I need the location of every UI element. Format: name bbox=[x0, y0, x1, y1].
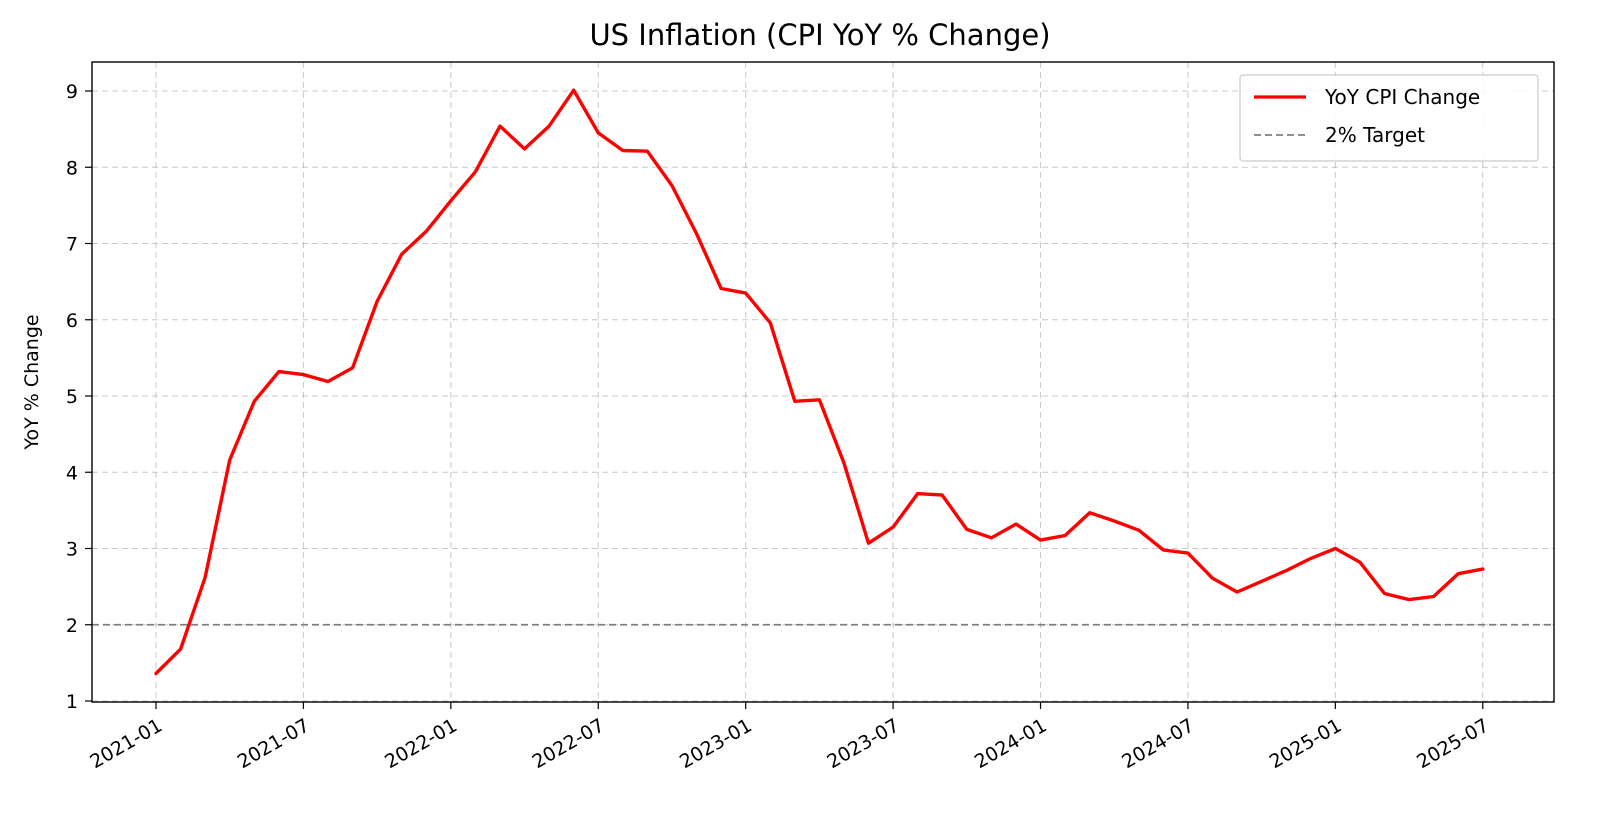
x-tick-label: 2025-01 bbox=[1266, 714, 1346, 773]
y-tick-label: 9 bbox=[66, 81, 78, 103]
legend-label-target: 2% Target bbox=[1325, 123, 1425, 147]
y-tick-label: 1 bbox=[66, 691, 78, 713]
y-axis-label: YoY % Change bbox=[21, 314, 43, 450]
y-tick-label: 6 bbox=[66, 310, 78, 332]
y-tick-label: 5 bbox=[66, 386, 78, 408]
y-tick-label: 8 bbox=[66, 157, 78, 179]
series-layer bbox=[154, 88, 1485, 676]
legend-label-yoy: YoY CPI Change bbox=[1324, 85, 1480, 109]
y-tick-label: 4 bbox=[66, 462, 78, 484]
x-tick-label: 2023-01 bbox=[676, 714, 756, 773]
x-axis: 2021-01 2021-07 2022-01 2022-07 2023-01 2023-… bbox=[86, 702, 1493, 773]
legend-box bbox=[1239, 74, 1539, 162]
y-axis: 1 2 3 4 5 6 7 8 9 bbox=[66, 81, 92, 713]
x-tick-label: 2021-07 bbox=[234, 714, 314, 773]
plot-frame bbox=[91, 61, 1555, 703]
x-tick-label: 2022-07 bbox=[529, 714, 609, 773]
x-tick-label: 2025-07 bbox=[1413, 714, 1493, 773]
y-tick-label: 3 bbox=[66, 539, 78, 561]
x-tick-label: 2021-01 bbox=[86, 714, 166, 773]
x-tick-label: 2024-07 bbox=[1118, 714, 1198, 773]
series-line-yoy bbox=[154, 88, 1485, 676]
x-tick-label: 2024-01 bbox=[971, 714, 1051, 773]
chart-title: US Inflation (CPI YoY % Change) bbox=[589, 18, 1050, 52]
legend: YoY CPI Change 2% Target bbox=[1239, 74, 1539, 162]
y-tick-label: 2 bbox=[66, 615, 78, 637]
x-tick-label: 2023-07 bbox=[823, 714, 903, 773]
x-tick-label: 2022-01 bbox=[381, 714, 461, 773]
y-tick-label: 7 bbox=[66, 234, 78, 256]
